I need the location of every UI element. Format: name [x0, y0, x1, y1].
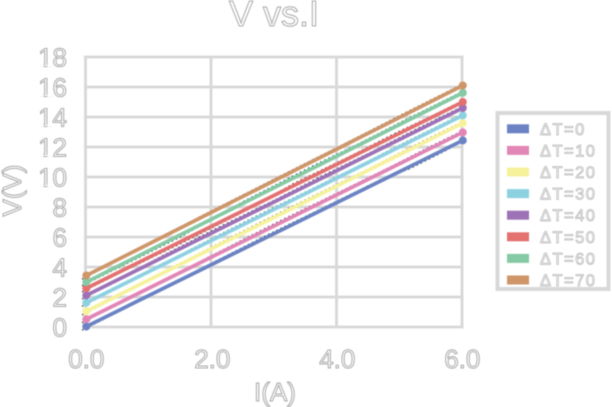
- svg-text:0.0: 0.0: [68, 344, 104, 374]
- svg-text:4.0: 4.0: [319, 344, 355, 374]
- svg-text:V vs.I: V vs.I: [229, 0, 319, 34]
- svg-text:14: 14: [38, 102, 67, 132]
- svg-text:ΔT=60: ΔT=60: [540, 250, 596, 268]
- svg-text:V(V): V(V): [0, 165, 27, 217]
- svg-text:18: 18: [38, 42, 67, 72]
- svg-text:8: 8: [53, 192, 67, 222]
- svg-text:12: 12: [38, 132, 67, 162]
- svg-text:10: 10: [38, 162, 67, 192]
- svg-text:0: 0: [53, 312, 67, 342]
- svg-text:ΔT=20: ΔT=20: [540, 164, 596, 182]
- svg-text:ΔT=50: ΔT=50: [540, 229, 596, 247]
- svg-text:16: 16: [38, 72, 67, 102]
- svg-text:ΔT=10: ΔT=10: [540, 142, 596, 160]
- svg-text:4: 4: [53, 252, 67, 282]
- svg-text:ΔT=70: ΔT=70: [540, 272, 596, 290]
- svg-text:2.0: 2.0: [194, 344, 230, 374]
- svg-text:6.0: 6.0: [444, 344, 480, 374]
- svg-text:ΔT=30: ΔT=30: [540, 186, 596, 204]
- svg-text:ΔT=0: ΔT=0: [540, 121, 586, 139]
- svg-text:6: 6: [53, 222, 67, 252]
- svg-text:I(A): I(A): [254, 377, 296, 407]
- svg-text:2: 2: [53, 282, 67, 312]
- svg-text:ΔT=40: ΔT=40: [540, 207, 596, 225]
